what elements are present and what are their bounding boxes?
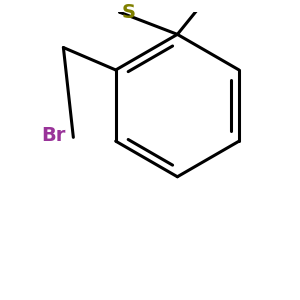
Text: Br: Br: [41, 126, 66, 145]
Text: S: S: [122, 3, 135, 22]
